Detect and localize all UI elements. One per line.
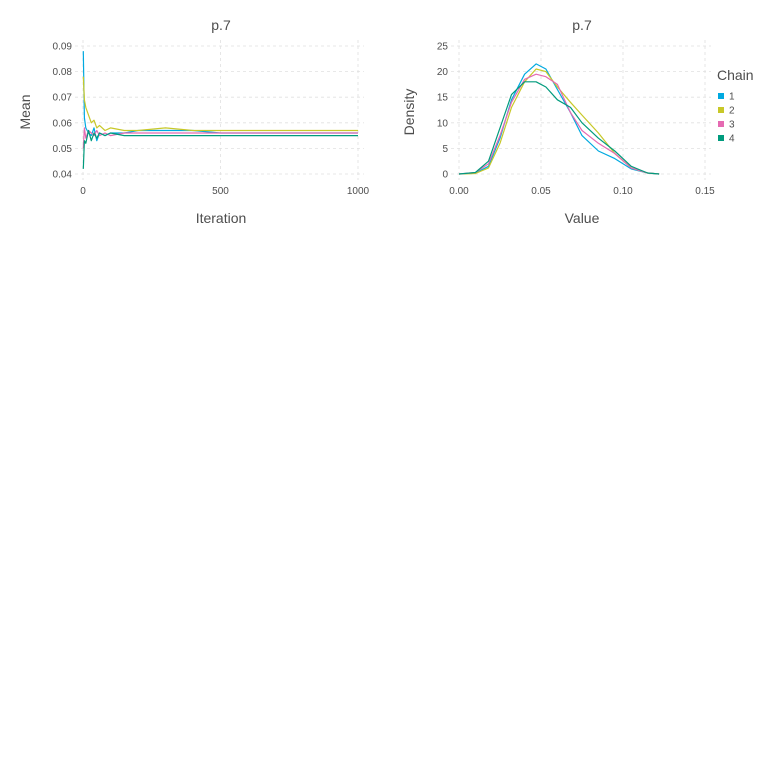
- mean-y-tick-label: 0.09: [53, 42, 73, 53]
- mean-ticks: 0 500 1000 0.04 0.05 0.06 0.07 0.08 0.09: [53, 42, 370, 198]
- mean-y-tick-label: 0.08: [53, 67, 73, 78]
- mean-trace-panel: 0 500 1000 0.04 0.05 0.06 0.07 0.08 0.09 p.7 Ite…: [17, 17, 370, 226]
- density-ticks: 0.00 0.05 0.10 0.15 0 5 10 15 20 25: [437, 42, 715, 198]
- density-x-tick-label: 0.00: [449, 186, 469, 197]
- density-x-tick-label: 0.15: [695, 186, 715, 197]
- density-y-tick-label: 10: [437, 118, 449, 129]
- mean-chart-title: p.7: [211, 17, 231, 33]
- mean-y-tick-label: 0.04: [53, 170, 73, 181]
- legend-label-chain-4: 4: [729, 134, 735, 145]
- mean-y-tick-label: 0.06: [53, 118, 73, 129]
- mean-series-chain-4: [82, 129, 358, 169]
- density-series-chain-3: [458, 73, 660, 175]
- legend-label-chain-2: 2: [729, 106, 735, 117]
- density-x-tick-label: 0.10: [613, 186, 633, 197]
- density-y-tick-label: 0: [442, 170, 448, 181]
- legend-swatch-chain-1: [718, 93, 724, 99]
- density-y-axis-label: Density: [401, 89, 417, 136]
- density-y-tick-label: 20: [437, 67, 449, 78]
- mean-y-tick-label: 0.07: [53, 93, 73, 104]
- mean-series-chain-2: [82, 76, 358, 132]
- mean-y-tick-label: 0.05: [53, 144, 73, 155]
- legend-swatch-chain-4: [718, 135, 724, 141]
- density-panel: 0.00 0.05 0.10 0.15 0 5 10 15 20 25 p.7 Value Den…: [401, 17, 715, 226]
- legend-label-chain-3: 3: [729, 120, 735, 131]
- mean-series: [82, 51, 358, 169]
- density-y-tick-label: 25: [437, 42, 449, 53]
- mean-x-tick-label: 500: [212, 186, 229, 197]
- density-y-tick-label: 15: [437, 93, 449, 104]
- density-y-tick-label: 5: [442, 144, 448, 155]
- density-x-tick-label: 0.05: [531, 186, 551, 197]
- legend-items: 1 2 3 4: [718, 92, 735, 145]
- legend-title: Chain: [717, 67, 754, 83]
- legend-swatch-chain-2: [718, 107, 724, 113]
- density-series-chain-1: [458, 63, 660, 175]
- legend-swatch-chain-3: [718, 121, 724, 127]
- density-series-chain-4: [458, 81, 660, 175]
- mean-y-axis-label: Mean: [17, 94, 33, 129]
- density-x-axis-label: Value: [565, 210, 600, 226]
- legend-label-chain-1: 1: [729, 92, 735, 103]
- mean-x-tick-label: 1000: [347, 186, 370, 197]
- chain-legend: Chain 1 2 3 4: [717, 67, 754, 145]
- mean-x-axis-label: Iteration: [196, 210, 247, 226]
- mean-grid: [75, 40, 364, 180]
- mean-x-tick-label: 0: [80, 186, 86, 197]
- density-chart-title: p.7: [572, 17, 592, 33]
- density-series: [458, 63, 660, 175]
